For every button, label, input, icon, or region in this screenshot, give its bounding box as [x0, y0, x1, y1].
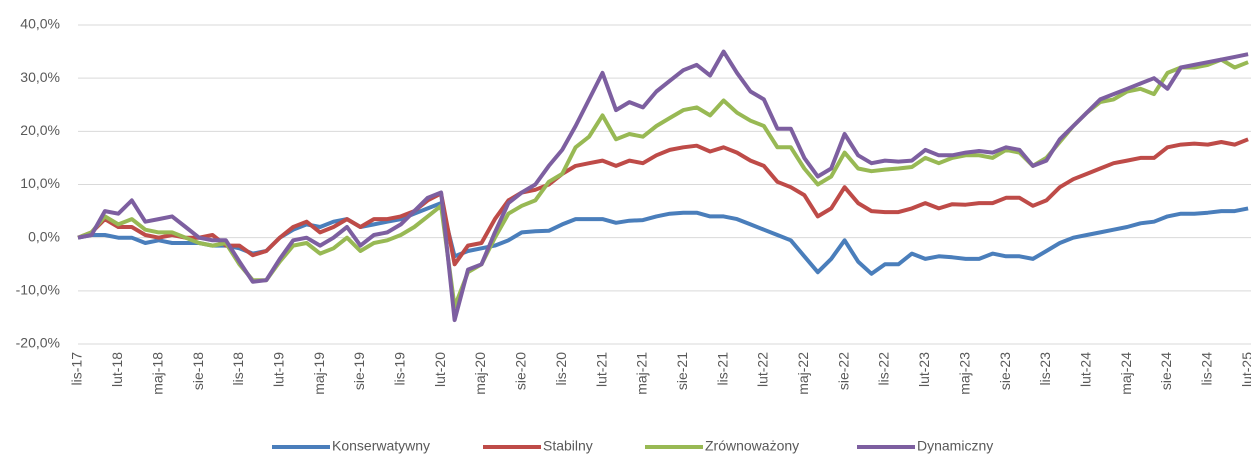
x-tick-label: lis-23	[1037, 352, 1053, 386]
x-tick-label: lis-17	[69, 352, 85, 386]
x-tick-label: lut-20	[432, 352, 448, 387]
x-tick-label: sie-20	[513, 352, 529, 390]
y-tick-label: 20,0%	[20, 122, 60, 138]
y-tick-label: 30,0%	[20, 69, 60, 85]
x-tick-label: sie-24	[1158, 352, 1174, 390]
x-tick-label: maj-20	[472, 352, 488, 395]
x-tick-label: lut-25	[1239, 352, 1251, 387]
x-tick-label: maj-22	[795, 352, 811, 395]
line-series	[77, 57, 1249, 309]
x-tick-label: lis-20	[553, 352, 569, 386]
x-tick-label: lut-24	[1077, 352, 1093, 387]
x-tick-label: maj-18	[149, 352, 165, 395]
y-tick-label: 0,0%	[28, 228, 60, 244]
line-series	[77, 137, 1249, 267]
x-tick-label: sie-19	[351, 352, 367, 390]
x-tick-label: lut-22	[755, 352, 771, 387]
x-tick-label: lut-21	[593, 352, 609, 387]
x-tick-label: sie-18	[190, 352, 206, 390]
x-tick-label: lut-18	[109, 352, 125, 387]
x-tick-label: lis-19	[392, 352, 408, 386]
x-tick-label: sie-22	[835, 352, 851, 390]
x-tick-label: lis-21	[714, 352, 730, 386]
legend-label: Zrównoważony	[705, 438, 799, 454]
x-tick-label: maj-19	[311, 352, 327, 395]
x-tick-label: lis-24	[1199, 352, 1215, 386]
legend-label: Konserwatywny	[332, 438, 430, 454]
x-tick-label: lis-22	[876, 352, 892, 386]
y-tick-label: 10,0%	[20, 175, 60, 191]
x-tick-label: maj-24	[1118, 352, 1134, 395]
x-tick-label: maj-23	[956, 352, 972, 395]
y-tick-label: 40,0%	[20, 16, 60, 32]
line-series	[77, 49, 1249, 323]
y-tick-label: -10,0%	[16, 282, 60, 298]
legend-label: Stabilny	[543, 438, 593, 454]
x-tick-label: lut-23	[916, 352, 932, 387]
legend-label: Dynamiczny	[917, 438, 993, 454]
y-tick-label: -20,0%	[16, 335, 60, 351]
x-tick-label: maj-21	[634, 352, 650, 395]
x-tick-label: lut-19	[270, 352, 286, 387]
line-series	[77, 201, 1249, 276]
x-tick-label: sie-23	[997, 352, 1013, 390]
x-tick-label: sie-21	[674, 352, 690, 390]
x-tick-label: lis-18	[230, 352, 246, 386]
